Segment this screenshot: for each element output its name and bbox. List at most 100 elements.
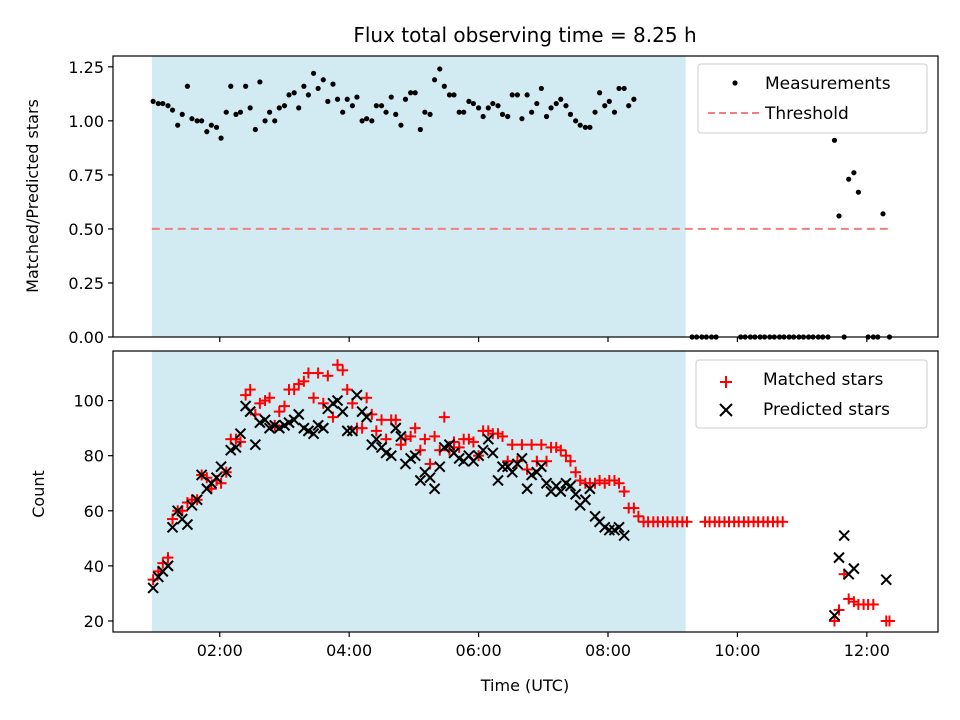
legend-measurements-label: Measurements xyxy=(765,74,891,94)
measurement-point xyxy=(276,105,282,111)
measurement-point xyxy=(305,92,312,98)
measurement-point xyxy=(286,92,292,98)
predicted-star-point xyxy=(390,422,402,434)
matched-star-point xyxy=(341,384,353,396)
predicted-star-point xyxy=(848,562,860,575)
measurement-point xyxy=(480,113,486,120)
measurement-point xyxy=(223,109,229,115)
legend-measurements-marker xyxy=(732,80,738,86)
measurement-point xyxy=(296,105,302,111)
matched-star-point xyxy=(395,439,407,451)
measurement-point xyxy=(461,109,467,115)
measurement-point xyxy=(354,94,360,100)
matched-star-point xyxy=(298,375,310,387)
predicted-star-point xyxy=(346,425,359,437)
measurement-point xyxy=(315,85,321,92)
measurement-point xyxy=(408,90,414,96)
matched-star-point xyxy=(531,455,543,467)
measurement-point xyxy=(470,100,477,107)
measurement-point xyxy=(412,90,418,96)
bottom-x-tick-label: 08:00 xyxy=(585,641,631,660)
matched-star-point xyxy=(681,516,693,528)
measurement-point xyxy=(243,83,249,89)
measurement-point xyxy=(831,137,838,143)
matched-star-point xyxy=(833,604,845,616)
measurement-point xyxy=(398,122,404,128)
matched-star-point xyxy=(448,436,460,448)
measurement-point xyxy=(169,107,176,113)
bottom-plot-marks xyxy=(147,359,895,627)
predicted-star-point xyxy=(195,469,208,481)
matched-star-point xyxy=(867,598,879,610)
measurement-point xyxy=(378,103,385,109)
matched-star-point xyxy=(497,430,509,442)
measurement-point xyxy=(519,116,525,122)
predicted-star-point xyxy=(360,411,373,423)
top-y-tick-label: 0.50 xyxy=(68,220,104,239)
predicted-star-point xyxy=(171,505,184,517)
measurement-point xyxy=(179,111,185,117)
measurement-point xyxy=(247,105,253,111)
matched-star-point xyxy=(419,433,431,445)
measurement-point xyxy=(485,105,491,111)
predicted-star-point xyxy=(535,460,548,473)
matched-star-point xyxy=(322,370,334,382)
matched-star-point xyxy=(240,389,252,401)
measurement-point xyxy=(495,103,501,109)
predicted-star-point xyxy=(516,452,528,465)
predicted-star-point xyxy=(428,483,441,495)
matched-star-point xyxy=(288,384,300,396)
predicted-star-point xyxy=(443,438,456,451)
predicted-star-point xyxy=(385,449,397,462)
predicted-star-point xyxy=(351,389,363,401)
bottom-observing-window xyxy=(151,351,686,632)
matched-star-point xyxy=(264,392,276,404)
matched-star-point xyxy=(564,455,576,467)
measurement-point xyxy=(155,100,161,107)
measurement-point xyxy=(252,126,258,133)
matched-star-point xyxy=(570,466,582,478)
matched-star-point xyxy=(356,422,368,434)
predicted-star-point xyxy=(259,414,271,426)
matched-star-point xyxy=(332,359,344,371)
measurement-point xyxy=(291,90,297,96)
measurement-point xyxy=(208,122,214,128)
legend-matched-label: Matched stars xyxy=(763,370,883,390)
predicted-star-point xyxy=(828,609,841,622)
matched-star-point xyxy=(526,439,538,451)
top-legend: Measurements Threshold xyxy=(697,63,928,134)
matched-star-point xyxy=(521,463,533,475)
top-y-tick-label: 0.75 xyxy=(68,166,104,185)
predicted-star-point xyxy=(292,408,305,421)
measurement-point xyxy=(431,77,438,83)
matched-star-point xyxy=(828,615,840,627)
measurement-point xyxy=(427,111,433,117)
predicted-star-point xyxy=(838,529,850,542)
measurement-point xyxy=(233,111,239,117)
predicted-star-point xyxy=(370,433,383,445)
matched-star-point xyxy=(467,436,479,448)
measurement-point xyxy=(456,109,462,115)
predicted-star-point xyxy=(166,521,179,534)
measurement-point xyxy=(364,116,370,122)
measurement-point xyxy=(325,98,331,104)
top-plot-frame xyxy=(112,55,939,338)
measurement-point xyxy=(218,135,224,141)
measurement-point xyxy=(272,118,278,124)
matched-star-point xyxy=(560,450,572,462)
measurement-point xyxy=(330,81,336,87)
predicted-star-point xyxy=(584,483,596,495)
measurement-point xyxy=(204,129,210,135)
bottom-y-axis-title: Count xyxy=(29,470,48,518)
matched-star-point xyxy=(502,455,514,467)
top-y-tick-label: 1.00 xyxy=(68,112,104,131)
measurement-point xyxy=(175,122,181,128)
matched-star-point xyxy=(555,444,567,456)
predicted-star-point xyxy=(307,427,320,440)
predicted-star-point xyxy=(336,405,349,418)
top-legend-box xyxy=(697,63,928,134)
measurement-point xyxy=(266,109,273,115)
measurement-point xyxy=(543,113,550,120)
measurement-point xyxy=(577,122,583,128)
bottom-x-axis-title: Time (UTC) xyxy=(480,676,569,695)
